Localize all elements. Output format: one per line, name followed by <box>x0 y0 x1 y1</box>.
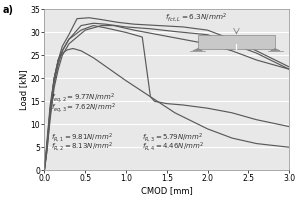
Text: a): a) <box>3 5 14 15</box>
Text: $f_{R,3} = 5.79N / mm^2$: $f_{R,3} = 5.79N / mm^2$ <box>142 132 204 144</box>
Text: $f_{eq,3} = 7.62N / mm^2$: $f_{eq,3} = 7.62N / mm^2$ <box>51 101 116 115</box>
Polygon shape <box>193 49 202 51</box>
Polygon shape <box>270 49 280 51</box>
Text: $f_{R,1} = 9.81N / mm^2$: $f_{R,1} = 9.81N / mm^2$ <box>51 132 113 144</box>
Y-axis label: Load [kN]: Load [kN] <box>19 70 28 110</box>
Text: $f_{R,2} = 8.13N / mm^2$: $f_{R,2} = 8.13N / mm^2$ <box>51 141 113 153</box>
Text: $f_{eq,2} = 9.77N / mm^2$: $f_{eq,2} = 9.77N / mm^2$ <box>51 91 115 105</box>
X-axis label: CMOD [mm]: CMOD [mm] <box>141 186 193 195</box>
Text: $f_{fct,L} = 6.3N / mm^2$: $f_{fct,L} = 6.3N / mm^2$ <box>165 12 227 24</box>
Text: $f_{R,4} = 4.46N / mm^2$: $f_{R,4} = 4.46N / mm^2$ <box>142 141 204 153</box>
Bar <box>198 35 275 49</box>
